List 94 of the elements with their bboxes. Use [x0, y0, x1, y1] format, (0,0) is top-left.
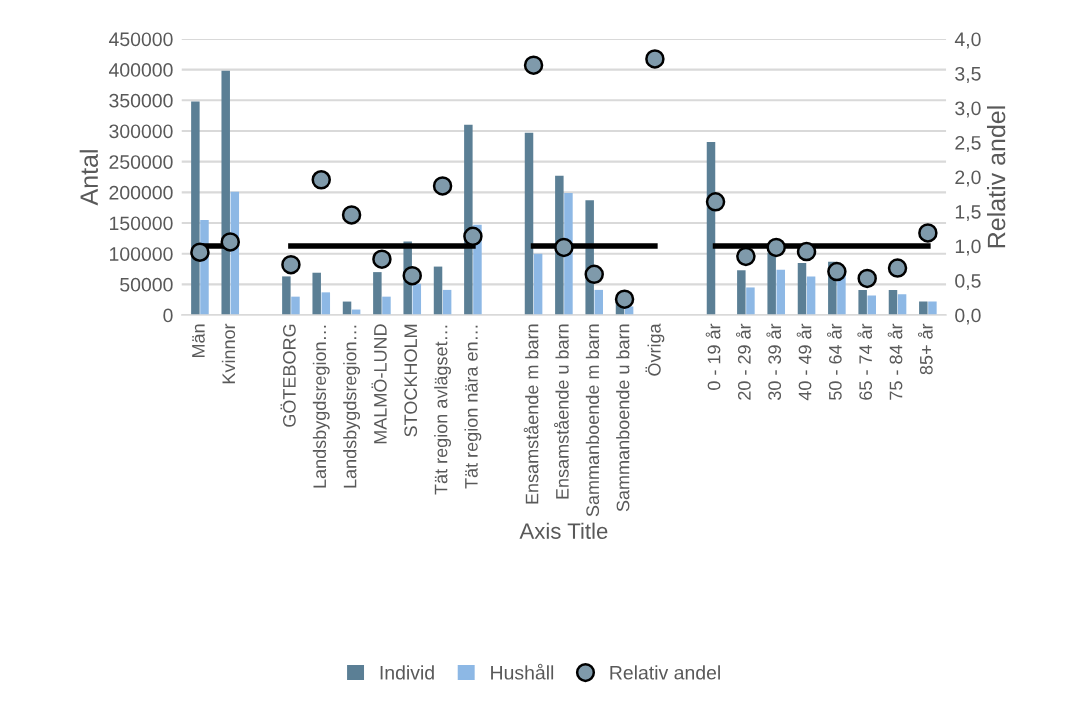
bar [312, 272, 321, 316]
x-tick-label: 30 - 39 år [766, 323, 782, 400]
point [614, 289, 635, 309]
x-tick-label: 65 - 74 år [857, 323, 873, 400]
y2-tick-label: 3,0 [955, 101, 981, 118]
y-tick-label: 350000 [109, 93, 173, 108]
bar [594, 289, 604, 316]
x-tick-label: Övriga [645, 323, 665, 376]
y-tick-label: 0 [163, 308, 173, 323]
y2-tick-label: 3,5 [955, 66, 981, 83]
y-tick-label: 300000 [109, 124, 173, 139]
x-tick-label: 75 - 84 år [887, 323, 903, 400]
y2-tick-label: 4,0 [954, 32, 981, 49]
bar [373, 272, 382, 316]
point [281, 254, 301, 275]
x-tick-label: STOCKHOLM [404, 324, 418, 437]
point [372, 249, 392, 269]
y-axis-title: Antal [79, 150, 99, 206]
y2-tick-label: 1,5 [955, 205, 981, 222]
x-tick-label: Män [192, 324, 205, 358]
bar [888, 289, 898, 316]
bar [737, 270, 746, 316]
bar [928, 301, 937, 316]
x-tick-label: 0 - 19 år [705, 323, 721, 390]
bar [867, 295, 876, 316]
x-tick-label: 40 - 49 år [796, 323, 812, 401]
x-tick-label: 20 - 29 år [736, 323, 751, 400]
bar [776, 269, 786, 316]
y-tick-label: 50000 [120, 277, 173, 292]
legend-label: Hushåll [491, 663, 554, 680]
point [523, 55, 544, 75]
bar [533, 253, 543, 316]
x-tick-label: 50 - 64 år [826, 323, 842, 400]
y2-axis-title: Relativ andel [986, 106, 1006, 248]
bar [442, 289, 452, 316]
bar [746, 287, 755, 316]
point [857, 268, 877, 289]
point [796, 241, 817, 262]
y-tick-label: 150000 [110, 216, 173, 231]
point [584, 264, 604, 285]
point [827, 261, 847, 282]
bar [321, 292, 331, 316]
bar [524, 132, 534, 316]
y2-tick-label: 0,0 [955, 308, 981, 325]
bar [282, 276, 291, 316]
bar [919, 301, 928, 316]
bar [897, 294, 907, 316]
x-axis-title: Axis Title [519, 522, 608, 539]
bar [433, 266, 443, 316]
point [887, 258, 908, 278]
point [645, 49, 665, 69]
point [918, 223, 938, 243]
y2-tick-label: 2,0 [955, 170, 981, 187]
bar [221, 70, 230, 316]
y-tick-label: 200000 [109, 185, 173, 200]
point [766, 237, 786, 258]
point [220, 232, 241, 252]
x-tick-label: Landsbygdsregion… [312, 325, 330, 488]
x-tick-label: GÖTEBORG [280, 324, 296, 427]
x-tick-label: Ensamstående u barn [554, 324, 569, 499]
bar [767, 252, 776, 316]
point [190, 242, 210, 262]
x-tick-label: Tät region avlägset… [434, 325, 451, 495]
point [705, 192, 726, 212]
x-tick-label: Sammanboende u barn [616, 324, 630, 512]
point [432, 176, 453, 196]
bar [858, 289, 867, 316]
x-tick-label: Tät region nära en… [464, 325, 482, 489]
point [341, 205, 362, 225]
x-tick-label: Ensamstående m barn [523, 324, 539, 504]
y2-tick-label: 0,5 [955, 274, 981, 291]
point [311, 170, 332, 190]
x-tick-label: Landsbygdsregion… [343, 325, 360, 488]
point [554, 237, 574, 258]
bar [806, 276, 816, 316]
x-tick-label: Sammanboende m barn [585, 324, 600, 517]
point [736, 246, 756, 267]
point [402, 265, 422, 286]
bar [291, 296, 300, 316]
bar [797, 262, 807, 316]
x-tick-label: MALMÖ-LUND [371, 324, 387, 444]
x-tick-label: 85+ år [917, 323, 933, 375]
y-tick-label: 400000 [108, 63, 173, 77]
bar [382, 296, 391, 316]
x-tick-label: Kvinnor [221, 323, 236, 384]
y-tick-label: 450000 [108, 32, 173, 47]
bar [191, 101, 200, 316]
legend-label: Individ [380, 665, 434, 680]
legend-label: Relativ andel [610, 665, 720, 680]
y2-tick-label: 1,0 [955, 239, 981, 256]
y2-tick-label: 2,5 [955, 135, 981, 153]
point [463, 226, 483, 247]
y-tick-label: 250000 [109, 155, 173, 169]
y-tick-label: 100000 [110, 247, 173, 261]
